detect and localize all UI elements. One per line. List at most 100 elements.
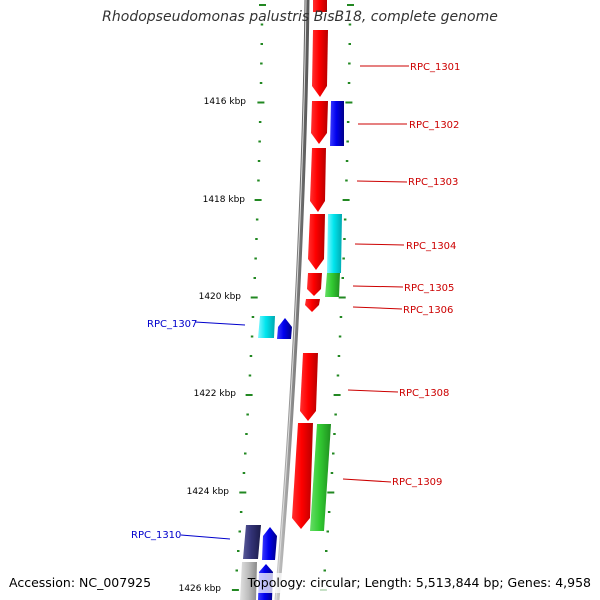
gene-arrow-rpc-1305[interactable] (307, 273, 322, 296)
gene-arrow-rpc-1304[interactable] (308, 214, 325, 270)
footer-right-backdrop (258, 573, 594, 593)
position-tick (248, 374, 252, 377)
position-tick (347, 4, 354, 6)
gene-arrow-rpc-1302[interactable] (311, 101, 328, 144)
position-tick (333, 394, 341, 396)
gene-features (240, 0, 344, 600)
position-tick (260, 62, 263, 65)
position-tick (346, 140, 349, 143)
position-tick (255, 218, 259, 221)
position-tick (259, 4, 266, 6)
position-tick (245, 394, 253, 396)
position-tick (246, 413, 249, 416)
genome-title: Rhodopseudomonas palustris BisB18, compl… (102, 9, 498, 25)
gene-label-rpc-1304[interactable]: RPC_1304 (406, 241, 456, 252)
position-tick (342, 199, 350, 201)
ruler-label: 1422 kbp (194, 389, 237, 399)
gene-arrow-top-stub[interactable] (313, 0, 327, 12)
position-tick (330, 472, 334, 474)
position-tick (345, 179, 348, 182)
gene-box-bottom-grey[interactable] (240, 562, 257, 600)
position-tick (257, 101, 265, 104)
position-tick (342, 257, 345, 260)
position-tick (332, 452, 335, 455)
position-tick (258, 140, 261, 143)
ruler-label: 1426 kbp (179, 584, 222, 594)
gene-arrow-rpc-1309[interactable] (292, 423, 313, 529)
position-tick (254, 257, 257, 260)
position-tick (254, 199, 262, 201)
gene-label-rpc-1306[interactable]: RPC_1306 (403, 305, 453, 316)
gene-label-rpc-1302[interactable]: RPC_1302 (409, 120, 459, 131)
label-leaders (180, 65, 409, 540)
ruler-label: 1420 kbp (199, 292, 242, 302)
gene-label-rpc-1301[interactable]: RPC_1301 (410, 62, 460, 73)
footer-left-backdrop (6, 573, 146, 593)
position-tick (253, 277, 256, 279)
position-ticks (231, 4, 354, 591)
gene-box-rpc-1302-domain[interactable] (330, 101, 344, 146)
gene-label-rpc-1305[interactable]: RPC_1305 (404, 283, 454, 294)
position-tick (255, 238, 258, 240)
position-tick (239, 491, 247, 494)
gene-label-rpc-1309[interactable]: RPC_1309 (392, 477, 442, 488)
accession-text: Accession: NC_007925 (9, 575, 152, 590)
position-tick (323, 569, 326, 572)
position-tick (231, 589, 239, 591)
position-tick (327, 511, 331, 513)
position-tick (235, 569, 238, 572)
position-tick (237, 550, 240, 552)
position-tick (338, 335, 342, 338)
position-tick (260, 23, 264, 26)
position-tick (337, 355, 341, 357)
gene-label-rpc-1307[interactable]: RPC_1307 (147, 319, 197, 330)
position-tick (347, 82, 351, 84)
position-tick (334, 413, 337, 416)
position-tick (239, 511, 243, 513)
position-tick (257, 160, 261, 162)
position-tick (244, 452, 247, 455)
position-tick (242, 472, 246, 474)
gene-arrow-rpc-1306[interactable] (305, 299, 320, 312)
position-tick (333, 433, 336, 435)
ruler-label: 1424 kbp (187, 487, 230, 497)
gene-box-rpc-1309-domain[interactable] (310, 424, 331, 531)
gene-arrow-rpc-1301[interactable] (312, 30, 328, 97)
gene-arrow-rpc-1307[interactable] (277, 318, 292, 339)
position-tick (343, 238, 346, 240)
position-tick (348, 23, 352, 26)
gene-arrow-rpc-1308[interactable] (300, 353, 318, 421)
position-tick (341, 277, 344, 279)
position-tick (346, 121, 350, 123)
gene-arrow-rpc-1303[interactable] (310, 148, 326, 212)
gene-label-rpc-1310[interactable]: RPC_1310 (131, 530, 181, 541)
position-tick (238, 530, 241, 533)
position-tick (258, 121, 262, 123)
genome-backbone (274, 0, 310, 600)
position-tick (345, 160, 349, 162)
position-tick (339, 316, 343, 318)
gene-label-rpc-1303[interactable]: RPC_1303 (408, 177, 458, 188)
gene-box-rpc-1310[interactable] (243, 525, 261, 559)
position-tick (348, 43, 351, 45)
position-tick (251, 316, 255, 318)
position-tick (249, 355, 253, 357)
position-tick (259, 82, 263, 84)
gene-arrow-rpc-1310[interactable] (262, 527, 277, 560)
position-tick (343, 218, 347, 221)
position-tick (348, 62, 351, 65)
gene-box-rpc-1305-domain[interactable] (325, 273, 340, 297)
gene-box-rpc-1304-domain[interactable] (327, 214, 342, 273)
gene-box-rpc-1307[interactable] (258, 316, 275, 338)
gene-label-rpc-1308[interactable]: RPC_1308 (399, 388, 449, 399)
position-tick (257, 179, 260, 182)
position-tick (338, 296, 346, 299)
position-tick (326, 530, 329, 533)
ruler-labels: 1416 kbp 1418 kbp 1420 kbp 1422 kbp 1424… (179, 97, 247, 594)
position-tick (327, 491, 335, 494)
position-tick (250, 335, 254, 338)
position-tick (260, 43, 263, 45)
genome-backbone-highlight (275, 0, 307, 600)
position-tick (325, 550, 328, 552)
